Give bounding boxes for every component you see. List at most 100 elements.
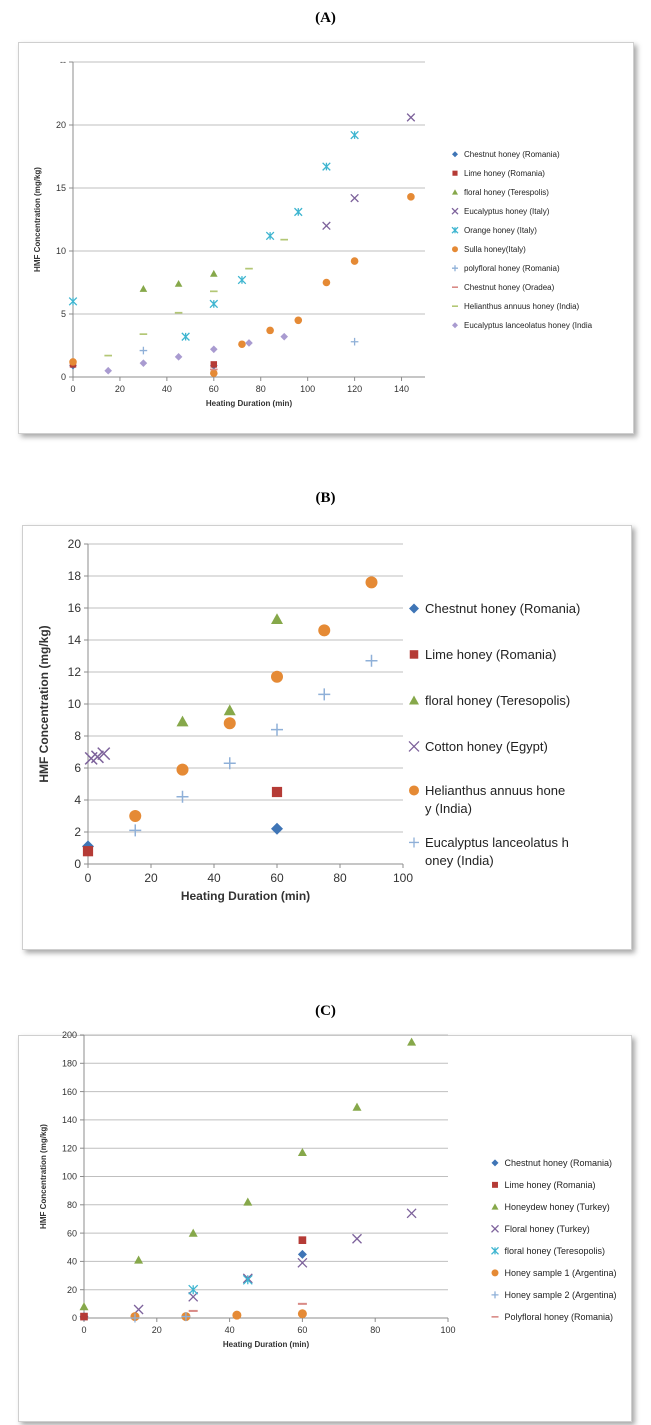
series-4 (322, 113, 416, 231)
y-tick-label: 120 (62, 1143, 77, 1153)
chart-frame-c (18, 1035, 632, 1422)
y-tick-label: 180 (62, 1058, 77, 1068)
x-tick-label: 60 (270, 871, 284, 885)
y-tick-label: -- (60, 57, 66, 67)
x-tick-label: 80 (333, 871, 347, 885)
legend-item: Helianthus annuus honey (India) (452, 302, 580, 311)
series-3 (176, 613, 283, 727)
series-4 (84, 747, 111, 765)
series-3 (79, 1037, 417, 1311)
series-2 (80, 1236, 307, 1321)
data-point (322, 278, 331, 287)
legend-item: Eucalyptus lanceolatus h oney (India) (409, 835, 569, 868)
data-point (90, 750, 104, 764)
legend-item: Lime honey (Romania) (409, 647, 557, 662)
series-10 (104, 332, 288, 375)
data-point (322, 162, 331, 171)
data-point (97, 747, 111, 761)
legend-item: Honeydew honey (Turkey) (491, 1202, 610, 1212)
data-point (134, 1255, 144, 1264)
data-point (294, 207, 303, 217)
series-5 (188, 1274, 253, 1295)
y-tick-label: 60 (67, 1228, 77, 1238)
legend-item: polyfloral honey (Romania) (452, 264, 560, 273)
data-point (223, 717, 236, 730)
legend-item: Chestnut honey (Oradea) (452, 283, 555, 292)
data-point (176, 763, 189, 776)
legend: Chestnut honey (Romania) Lime honey (Roma… (451, 150, 593, 330)
panel-label-c: (C) (315, 1003, 336, 1019)
x-tick-label: 100 (440, 1325, 455, 1335)
data-point (176, 790, 189, 803)
legend-item: Lime honey (Romania) (492, 1180, 596, 1190)
data-point (68, 297, 78, 306)
y-tick-label: 40 (67, 1257, 77, 1267)
legend-item: Eucalyptus lanceolatus honey (India (452, 321, 593, 330)
legend-item: Cotton honey (Egypt) (408, 739, 548, 754)
data-point (129, 810, 142, 822)
data-point (243, 1197, 253, 1206)
data-point (350, 130, 359, 140)
data-point (174, 353, 183, 361)
data-point (297, 1257, 308, 1268)
data-point (223, 704, 236, 716)
series-7 (139, 337, 359, 355)
data-point (139, 359, 148, 367)
legend-label: floral honey (Terespolis) (464, 188, 549, 197)
y-tick-label: 0 (61, 372, 66, 382)
data-point (350, 337, 359, 346)
data-point (223, 757, 236, 770)
data-point (406, 113, 416, 122)
panel-label-b: (B) (315, 490, 336, 506)
y-tick-label: 14 (68, 633, 82, 647)
data-point (188, 1228, 198, 1237)
series-3 (139, 269, 218, 292)
y-tick-label: 80 (67, 1200, 77, 1210)
y-tick-label: 15 (56, 183, 66, 193)
data-point (210, 369, 218, 378)
data-point (271, 822, 283, 835)
legend-item: Lime honey (Romania) (452, 169, 545, 178)
y-tick-label: 10 (68, 697, 82, 711)
legend-item: floral honey (Teresopolis) (491, 1246, 605, 1256)
data-point (188, 1284, 199, 1295)
data-point (318, 624, 331, 637)
y-tick-label: 5 (61, 309, 66, 319)
x-tick-label: 80 (370, 1325, 380, 1335)
data-point (407, 1037, 417, 1046)
y-tick-label: 20 (56, 120, 66, 130)
data-point (210, 361, 218, 368)
series-5 (129, 576, 378, 822)
legend-label: Honeydew honey (Turkey) (505, 1202, 610, 1212)
data-point (79, 1302, 89, 1311)
legend-item: Floral honey (Turkey) (491, 1224, 590, 1234)
data-point (365, 654, 378, 667)
legend-label: Eucalyptus lanceolatus h (425, 835, 569, 850)
data-point (352, 1102, 362, 1111)
data-point (365, 576, 378, 589)
x-tick-label: 60 (297, 1325, 307, 1335)
legend-label: oney (India) (425, 853, 494, 868)
data-point (318, 688, 331, 701)
x-tick-label: 20 (152, 1325, 162, 1335)
data-point (350, 193, 359, 203)
legend-label: Chestnut honey (Oradea) (464, 283, 555, 292)
series-4 (133, 1208, 417, 1315)
legend-label: Honey sample 2 (Argentina) (505, 1290, 617, 1300)
data-point (297, 1147, 307, 1157)
data-point (232, 1310, 242, 1320)
y-tick-label: 0 (72, 1313, 77, 1323)
legend-item: Orange honey (Italy) (451, 226, 537, 235)
legend-label: y (India) (425, 801, 472, 816)
y-axis-title: HMF Concentration (mg/kg) (39, 1124, 48, 1229)
y-tick-label: 4 (74, 793, 81, 807)
data-point (406, 1208, 417, 1219)
data-point (104, 366, 112, 375)
y-tick-label: 16 (68, 601, 82, 615)
data-point (271, 786, 283, 798)
data-point (139, 285, 148, 292)
x-tick-label: 80 (256, 384, 266, 394)
y-tick-label: 18 (68, 569, 82, 583)
data-point (352, 1233, 362, 1244)
x-tick-label: 40 (162, 384, 172, 394)
